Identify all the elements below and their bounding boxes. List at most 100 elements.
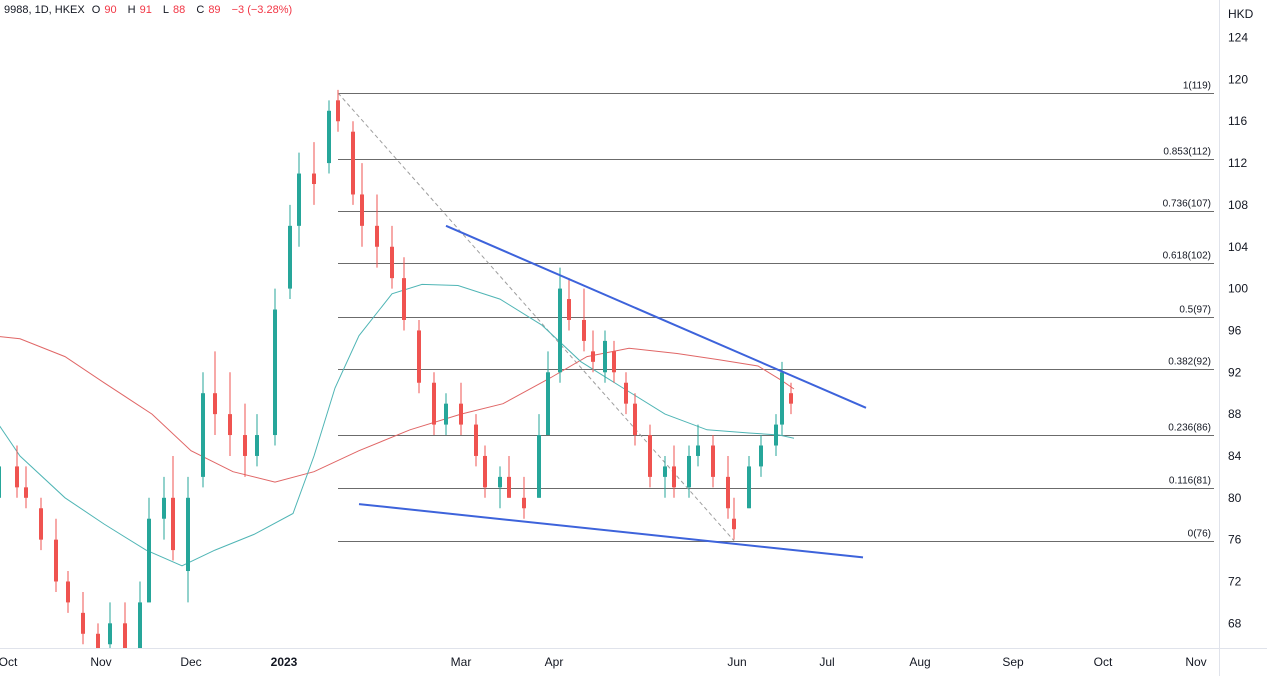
moving-average-fast-line[interactable] bbox=[0, 283, 795, 567]
price-tick-label: 112 bbox=[1228, 156, 1247, 170]
candle-body bbox=[546, 372, 550, 436]
price-axis[interactable]: HKD 68 72 76 80 84 88 92 96 100 104 108 112 116 120 124 bbox=[1228, 7, 1254, 630]
candle[interactable] bbox=[96, 623, 100, 665]
candle[interactable] bbox=[213, 351, 217, 436]
candle[interactable] bbox=[687, 445, 691, 498]
candle[interactable] bbox=[633, 393, 637, 446]
candle[interactable] bbox=[360, 163, 364, 247]
candle[interactable] bbox=[774, 414, 778, 456]
candle[interactable] bbox=[228, 372, 232, 456]
price-tick-label: 124 bbox=[1228, 31, 1248, 45]
candle[interactable] bbox=[54, 518, 58, 592]
candle[interactable] bbox=[624, 372, 628, 415]
candle[interactable] bbox=[39, 497, 43, 551]
time-tick-label: Nov bbox=[90, 655, 111, 669]
candle[interactable] bbox=[123, 602, 127, 676]
candle-body bbox=[522, 497, 526, 509]
candle[interactable] bbox=[390, 225, 394, 289]
candle[interactable] bbox=[726, 455, 730, 519]
candle[interactable] bbox=[186, 476, 190, 603]
candle[interactable] bbox=[147, 497, 151, 603]
candle[interactable] bbox=[591, 330, 595, 373]
candle-body bbox=[687, 455, 691, 488]
candle[interactable] bbox=[780, 361, 784, 436]
time-tick-label: 2023 bbox=[271, 655, 298, 669]
fib-level-label: 0.236(86) bbox=[1168, 423, 1211, 434]
candle[interactable] bbox=[0, 456, 1, 508]
candle[interactable] bbox=[417, 319, 421, 394]
candle[interactable] bbox=[288, 204, 292, 300]
candle[interactable] bbox=[582, 288, 586, 352]
candle-body bbox=[96, 633, 100, 648]
candle[interactable] bbox=[648, 424, 652, 488]
candle[interactable] bbox=[402, 257, 406, 331]
candle[interactable] bbox=[663, 455, 667, 498]
candle[interactable] bbox=[612, 340, 616, 383]
candle[interactable] bbox=[537, 414, 541, 498]
candle[interactable] bbox=[108, 602, 112, 665]
fib-diagonal-line[interactable] bbox=[337, 92, 735, 542]
low-label: L bbox=[162, 4, 170, 16]
candle[interactable] bbox=[351, 121, 355, 205]
candle-body bbox=[288, 225, 292, 289]
candle[interactable] bbox=[498, 466, 502, 509]
time-tick-label: Dec bbox=[180, 655, 201, 669]
candle[interactable] bbox=[483, 445, 487, 498]
candle[interactable] bbox=[312, 142, 316, 205]
candle[interactable] bbox=[672, 445, 676, 498]
candle[interactable] bbox=[696, 424, 700, 467]
candle[interactable] bbox=[375, 194, 379, 268]
candle[interactable] bbox=[162, 476, 166, 540]
price-tick-label: 88 bbox=[1228, 407, 1242, 421]
candle[interactable] bbox=[255, 414, 259, 467]
candle[interactable] bbox=[759, 435, 763, 477]
candle[interactable] bbox=[432, 372, 436, 436]
candle-body bbox=[726, 476, 730, 509]
candle[interactable] bbox=[327, 100, 331, 174]
upper-trendline[interactable] bbox=[445, 224, 867, 409]
candle[interactable] bbox=[297, 152, 301, 247]
candle[interactable] bbox=[15, 445, 19, 498]
candle[interactable] bbox=[81, 591, 85, 645]
candle[interactable] bbox=[732, 497, 736, 540]
high-label: H bbox=[127, 4, 136, 16]
candle[interactable] bbox=[711, 435, 715, 488]
candle-body bbox=[351, 131, 355, 195]
candle[interactable] bbox=[522, 476, 526, 519]
candle[interactable] bbox=[273, 288, 277, 446]
candle-body bbox=[498, 476, 502, 488]
candle-body bbox=[171, 497, 175, 551]
candle-body bbox=[138, 602, 142, 648]
candle[interactable] bbox=[444, 393, 448, 436]
candle[interactable] bbox=[747, 455, 751, 509]
candle[interactable] bbox=[567, 278, 571, 331]
fib-level-label: 0.853(112) bbox=[1163, 147, 1211, 158]
candle[interactable] bbox=[546, 351, 550, 436]
candle-body bbox=[672, 466, 676, 488]
candle[interactable] bbox=[24, 466, 28, 509]
candle-body bbox=[774, 424, 778, 446]
plot-area[interactable]: 1(119) 0.853(112) 0.736(107) 0.618(102) 0.5(… bbox=[0, 81, 1214, 677]
candles-group bbox=[0, 89, 793, 676]
candle[interactable] bbox=[243, 403, 247, 477]
candle[interactable] bbox=[507, 455, 511, 498]
candle[interactable] bbox=[171, 455, 175, 561]
symbol-label[interactable]: 9988, 1D, HKEX bbox=[4, 4, 85, 16]
candle[interactable] bbox=[474, 414, 478, 467]
moving-average-slow-line[interactable] bbox=[0, 335, 795, 483]
candle[interactable] bbox=[789, 382, 793, 415]
candle[interactable] bbox=[138, 581, 142, 675]
time-axis[interactable]: Oct Nov Dec 2023 Mar Apr Jun Jul Aug Sep Oct Nov bbox=[0, 655, 1207, 669]
candle[interactable] bbox=[336, 89, 340, 132]
candle[interactable] bbox=[558, 267, 562, 383]
price-tick-label: 92 bbox=[1228, 365, 1242, 379]
candle-body bbox=[537, 435, 541, 498]
candle[interactable] bbox=[66, 571, 70, 613]
candle[interactable] bbox=[603, 330, 607, 383]
candle[interactable] bbox=[459, 382, 463, 436]
candle[interactable] bbox=[201, 372, 205, 488]
lower-trendline[interactable] bbox=[358, 503, 864, 559]
candle-body bbox=[558, 288, 562, 373]
